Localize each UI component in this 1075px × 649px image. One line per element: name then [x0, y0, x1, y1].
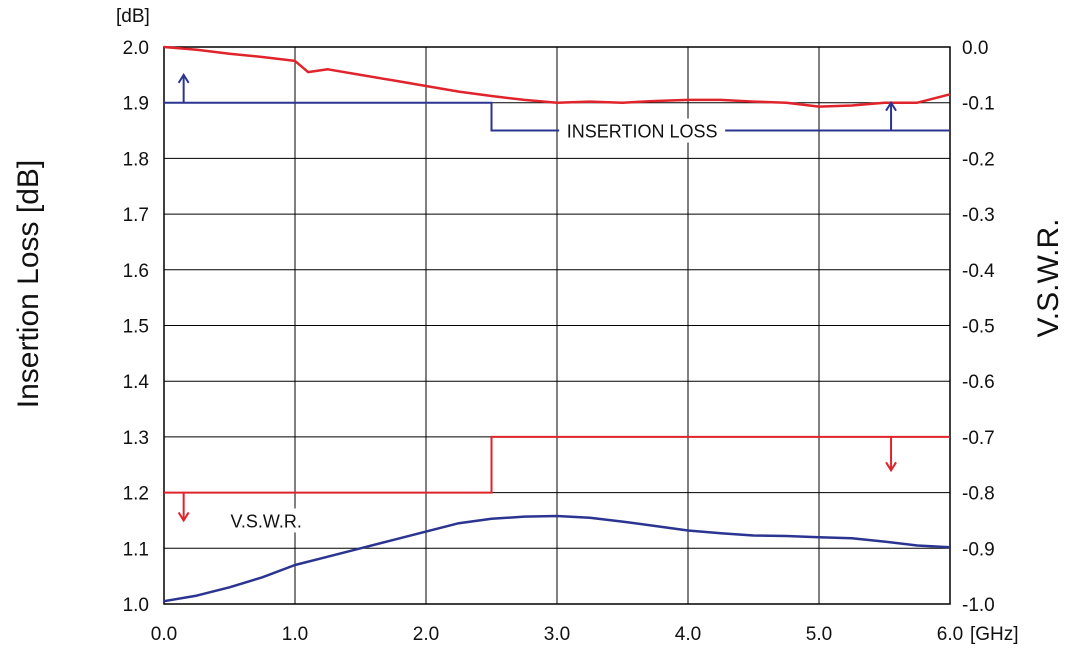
y-tick-label-left: 2.0: [123, 38, 149, 59]
y-tick-label-left: 1.3: [123, 428, 149, 449]
y-tick-label-right: -1.0: [962, 595, 995, 616]
annotation-label: INSERTION LOSS: [567, 122, 718, 142]
vswr-limit-arrow-down-left: [177, 492, 190, 523]
plot-frame: [163, 46, 951, 605]
y-tick-label-left: 1.9: [123, 94, 149, 115]
x-tick-label: 5.0: [806, 624, 832, 645]
arrow-head: [177, 511, 190, 523]
x-tick-label: 6.0: [937, 624, 963, 645]
tick-labels: 0.0 1.0 2.0 3.0 4.0 5.0 6.01.01.11.21.31.41.51…: [123, 38, 996, 645]
x-tick-label: 3.0: [544, 624, 570, 645]
y-tick-label-left: 1.5: [123, 317, 149, 338]
annotation-background: [559, 118, 726, 143]
y-tick-label-right: -0.2: [962, 149, 995, 170]
y-tick-label-right: -0.5: [962, 317, 995, 338]
y-tick-label-left: 1.6: [123, 261, 149, 282]
y-tick-label-left: 1.8: [123, 149, 149, 170]
arrow-head: [885, 461, 897, 473]
x-tick-label: 2.0: [413, 624, 439, 645]
y-tick-label-right: -0.8: [962, 484, 995, 505]
data-series: [163, 45, 951, 603]
y-tick-label-left: 1.4: [123, 372, 150, 393]
x-tick-label: 0.0: [151, 624, 177, 645]
y-axis-title-right: V.S.W.R.: [1032, 219, 1065, 338]
y-tick-label-left: 1.1: [123, 539, 149, 560]
x-tick-label: 1.0: [282, 624, 308, 645]
y-axis-title-left: Insertion Loss [dB]: [12, 160, 45, 408]
x-unit: [GHz]: [970, 624, 1019, 645]
insertion-loss-limit-arrow-up-left: [177, 72, 190, 103]
y-tick-label-right: 0.0: [962, 38, 988, 59]
vswr-limit-arrow-down-right: [885, 436, 897, 473]
insertion-loss-limit-arrow-up-right: [885, 100, 897, 131]
grid: [163, 46, 951, 605]
y-tick-label-right: -0.3: [962, 205, 995, 226]
y-tick-label-right: -0.6: [962, 372, 995, 393]
y-tick-label-right: -0.4: [962, 261, 995, 282]
y-tick-label-left: 1.2: [123, 484, 149, 505]
x-tick-label: 4.0: [675, 624, 701, 645]
y-tick-label-right: -0.9: [962, 539, 995, 560]
annotation-background: [216, 508, 317, 533]
y-tick-label-right: -0.1: [962, 94, 995, 115]
annotation-label: V.S.W.R.: [231, 511, 302, 531]
series-insertion-loss-line: [163, 45, 951, 108]
arrow-head: [885, 100, 897, 112]
annotations: INSERTION LOSS V.S.W.R.: [216, 118, 726, 533]
y-tick-label-left: 1.0: [123, 595, 149, 616]
limit-arrows: [177, 72, 897, 523]
series-v-s-w-r-line: [163, 514, 951, 603]
y-tick-label-left: 1.7: [123, 205, 149, 226]
arrow-head: [177, 72, 190, 84]
vswr-limit: [164, 435, 950, 494]
y-unit-left: [dB]: [116, 6, 150, 27]
y-tick-label-right: -0.7: [962, 428, 995, 449]
